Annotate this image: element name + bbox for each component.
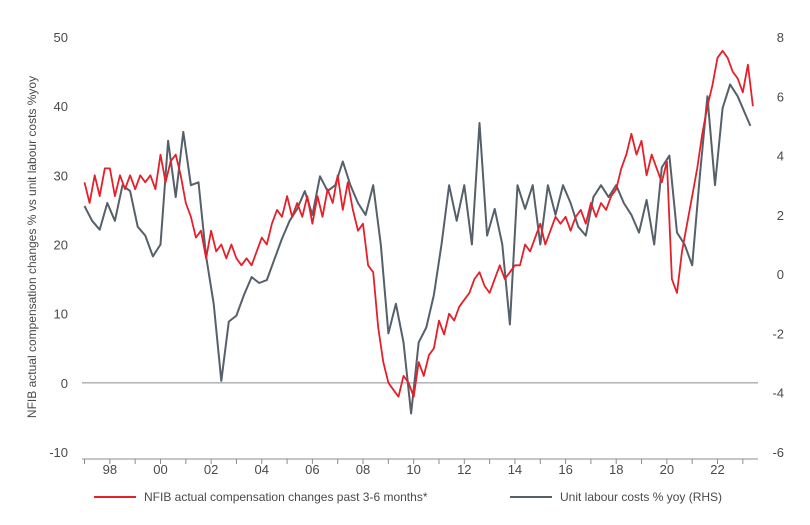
legend-label-ulc: Unit labour costs % yoy (RHS) [560,490,722,504]
x-tick-label-10: 10 [406,462,420,477]
series-line-unit-labour-costs [83,83,752,415]
x-tick-label-06: 06 [305,462,319,477]
legend: NFIB actual compensation changes past 3-… [94,490,722,504]
right-tick-label--6: -6 [772,445,784,460]
left-tick-label-50: 50 [54,30,68,45]
x-axis-ticks [84,459,744,464]
right-tick-label--4: -4 [772,386,784,401]
left-axis-title: NFIB actual compensation changes % vs un… [25,76,39,418]
x-tick-label-98: 98 [103,462,117,477]
x-tick-label-22: 22 [710,462,724,477]
right-tick-label-2: 2 [777,208,784,223]
x-tick-label-00: 00 [153,462,167,477]
right-tick-label-8: 8 [777,30,784,45]
series-line-nfib-compensation [83,49,754,398]
x-tick-label-02: 02 [204,462,218,477]
right-axis-ticks: -6 -4 -2 0 2 4 6 8 [772,30,784,460]
x-tick-label-16: 16 [558,462,572,477]
right-tick-label-4: 4 [777,149,784,164]
left-axis-ticks: -10 0 10 20 30 40 50 [49,30,68,460]
left-tick-label-40: 40 [54,99,68,114]
left-tick-label--10: -10 [49,445,68,460]
right-tick-label--2: -2 [772,326,784,341]
x-tick-label-20: 20 [660,462,674,477]
right-tick-label-6: 6 [777,89,784,104]
right-tick-label-0: 0 [777,267,784,282]
x-tick-label-04: 04 [255,462,269,477]
legend-label-nfib: NFIB actual compensation changes past 3-… [144,490,428,504]
x-tick-label-12: 12 [457,462,471,477]
left-tick-label-0: 0 [61,376,68,391]
left-tick-label-30: 30 [54,168,68,183]
left-tick-label-10: 10 [54,307,68,322]
x-axis-tick-labels: 98 00 02 04 06 08 10 12 14 16 18 20 22 [103,462,725,477]
x-tick-label-18: 18 [609,462,623,477]
x-tick-label-14: 14 [508,462,522,477]
x-tick-label-08: 08 [356,462,370,477]
left-axis-title-group: NFIB actual compensation changes % vs un… [25,76,39,418]
left-tick-label-20: 20 [54,238,68,253]
